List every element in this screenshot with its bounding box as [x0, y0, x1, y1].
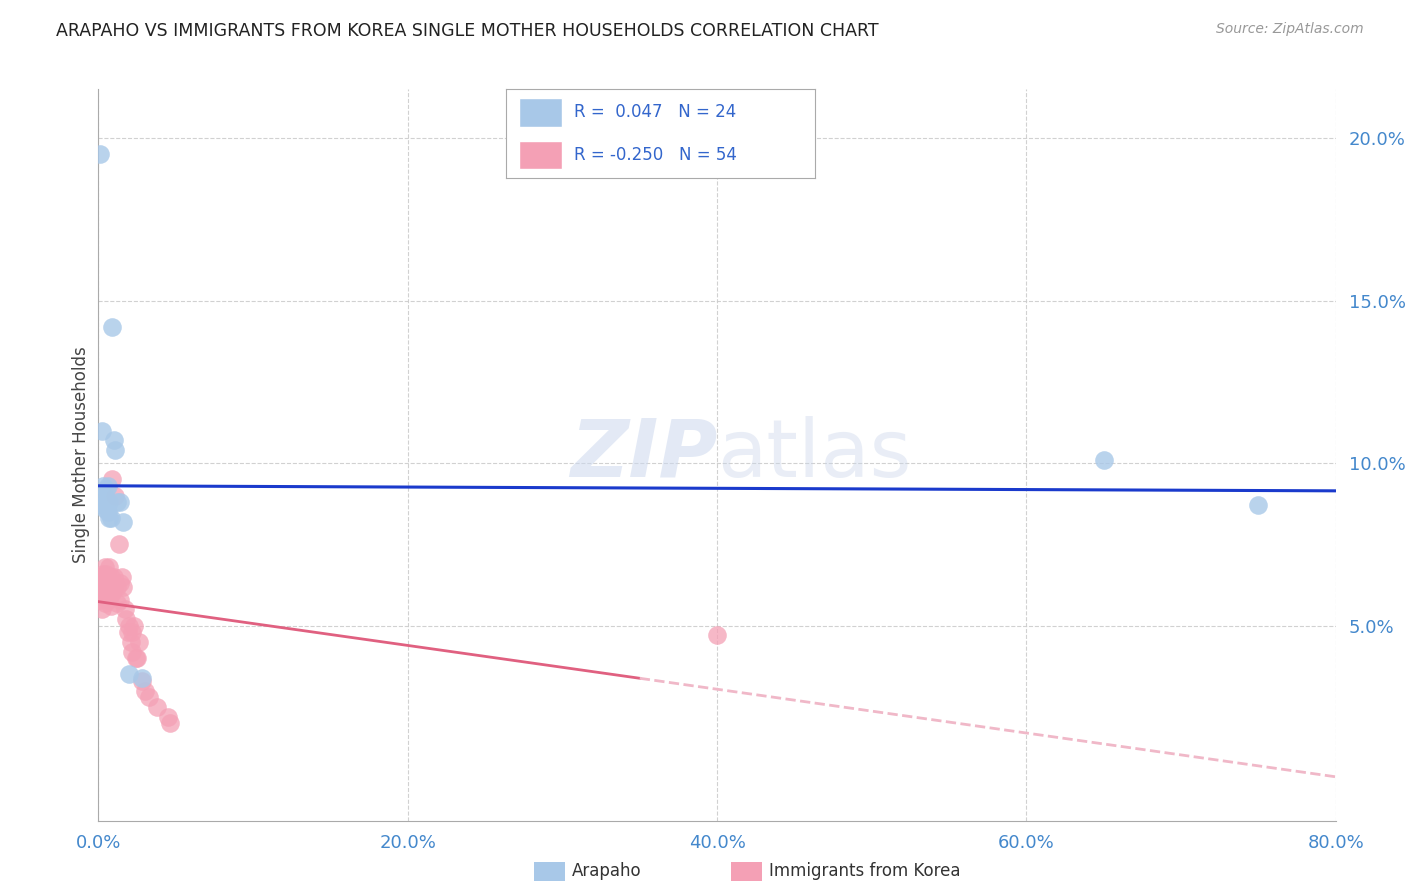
Point — [90, 495, 112, 509]
Point — [107, 537, 129, 551]
Text: ARAPAHO VS IMMIGRANTS FROM KOREA SINGLE MOTHER HOUSEHOLDS CORRELATION CHART: ARAPAHO VS IMMIGRANTS FROM KOREA SINGLE … — [56, 22, 879, 40]
Point — [93, 489, 115, 503]
Point — [97, 592, 120, 607]
Point — [98, 576, 121, 591]
Point — [97, 580, 120, 594]
Point — [128, 635, 150, 649]
Point — [91, 586, 114, 600]
Point — [97, 479, 120, 493]
Point — [91, 479, 114, 493]
Point — [89, 580, 111, 594]
Point — [115, 612, 138, 626]
Point — [105, 495, 128, 509]
Text: atlas: atlas — [717, 416, 911, 494]
Point — [97, 570, 120, 584]
Point — [101, 586, 124, 600]
Point — [100, 511, 122, 525]
Point — [706, 628, 728, 642]
Bar — [519, 98, 562, 127]
Point — [120, 635, 142, 649]
Point — [89, 147, 111, 161]
Point — [93, 596, 115, 610]
Point — [131, 673, 153, 688]
Point — [93, 560, 115, 574]
Point — [117, 625, 139, 640]
Point — [89, 570, 111, 584]
Y-axis label: Single Mother Households: Single Mother Households — [72, 347, 90, 563]
Point — [90, 602, 112, 616]
Point — [90, 570, 112, 584]
Point — [100, 586, 122, 600]
Point — [96, 495, 118, 509]
Point — [121, 625, 143, 640]
Point — [105, 580, 128, 594]
Point — [105, 596, 128, 610]
Point — [108, 576, 131, 591]
Point — [104, 443, 127, 458]
Point — [98, 586, 121, 600]
Point — [96, 586, 118, 600]
Point — [100, 570, 122, 584]
Point — [96, 482, 118, 496]
Point — [111, 570, 132, 584]
Text: R =  0.047   N = 24: R = 0.047 N = 24 — [574, 103, 737, 121]
Point — [108, 495, 131, 509]
Point — [98, 560, 121, 574]
Point — [91, 576, 114, 591]
Point — [122, 618, 145, 632]
Point — [118, 667, 141, 681]
Point — [98, 511, 121, 525]
Point — [93, 576, 115, 591]
Point — [91, 498, 114, 512]
Point — [90, 424, 112, 438]
Point — [101, 319, 124, 334]
Point — [118, 618, 141, 632]
Text: Immigrants from Korea: Immigrants from Korea — [769, 863, 960, 880]
Point — [96, 573, 118, 587]
Point — [134, 683, 156, 698]
Point — [98, 495, 121, 509]
Point — [121, 644, 143, 658]
Text: R = -0.250   N = 54: R = -0.250 N = 54 — [574, 146, 737, 164]
Text: Arapaho: Arapaho — [572, 863, 643, 880]
Point — [90, 586, 112, 600]
Point — [138, 690, 160, 705]
Point — [108, 592, 131, 607]
Point — [124, 651, 146, 665]
Point — [91, 566, 114, 581]
Point — [159, 716, 181, 731]
Point — [146, 699, 169, 714]
Point — [1247, 498, 1270, 512]
Point — [96, 566, 118, 581]
Point — [103, 570, 125, 584]
Point — [112, 580, 135, 594]
Bar — [519, 141, 562, 169]
Point — [112, 515, 135, 529]
Point — [157, 709, 180, 723]
Point — [100, 599, 122, 613]
Point — [93, 501, 115, 516]
Point — [127, 651, 149, 665]
Text: ZIP: ZIP — [569, 416, 717, 494]
Point — [114, 602, 136, 616]
Point — [1092, 452, 1115, 467]
Point — [104, 489, 127, 503]
Text: Source: ZipAtlas.com: Source: ZipAtlas.com — [1216, 22, 1364, 37]
Point — [131, 671, 153, 685]
Point — [101, 472, 124, 486]
Point — [89, 592, 111, 607]
Point — [103, 434, 125, 448]
Point — [97, 505, 120, 519]
Point — [103, 580, 125, 594]
